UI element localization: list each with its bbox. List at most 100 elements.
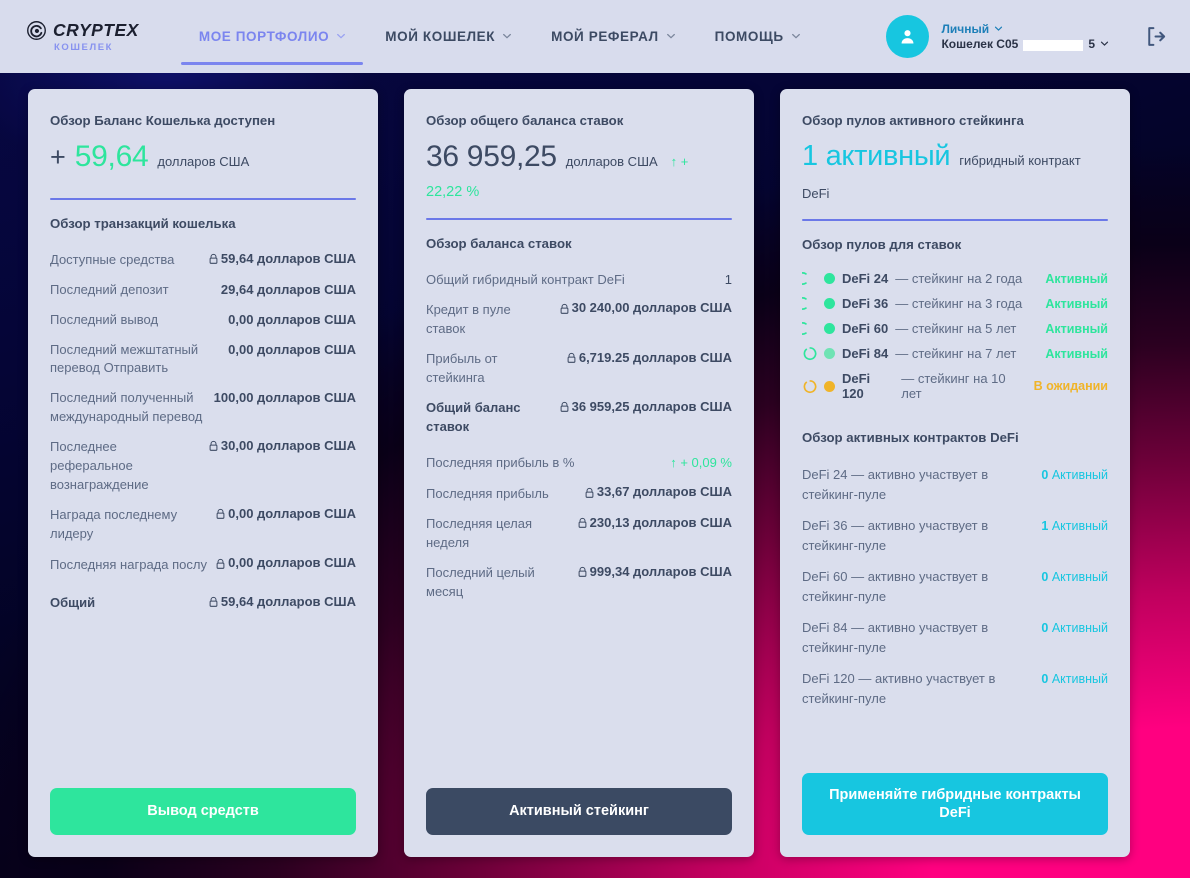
nav-item-portfolio[interactable]: МОЕ ПОРТФОЛИО	[179, 0, 365, 73]
nav-item-referral[interactable]: МОЙ РЕФЕРАЛ	[531, 0, 695, 73]
chevron-down-icon	[666, 31, 675, 40]
contract-count: 0	[1041, 468, 1049, 482]
withdraw-funds-button[interactable]: Вывод средств	[50, 788, 356, 835]
contract-state: Активный	[1051, 621, 1108, 635]
nav-item-help-label: ПОМОЩЬ	[714, 29, 784, 44]
row-label: Прибыль от стейкинга	[426, 351, 498, 385]
row-value: 0,00 долларов США	[215, 506, 356, 521]
staking-pools-list: DeFi 24 — стейкинг на 2 года Активный De…	[796, 266, 1108, 406]
list-item: DeFi 120 — активно участвует в стейкинг-…	[802, 663, 1108, 714]
contracts-section-title: Обзор активных контрактов DeFi	[802, 430, 1019, 445]
row-value: 6,719.25 долларов США	[566, 350, 732, 365]
status-dot-icon	[824, 323, 835, 334]
row-value: 1	[724, 271, 732, 287]
wallet-id-suffix: 5	[1088, 37, 1095, 51]
nav-item-wallet-label: МОЙ КОШЕЛЕК	[385, 29, 496, 44]
table-row: Последний межштатный перевод Отправить 0…	[50, 335, 356, 384]
wallet-selector[interactable]: Кошелек C05 5	[941, 37, 1109, 51]
list-item[interactable]: DeFi 84 — стейкинг на 7 лет Активный	[802, 341, 1108, 366]
table-row: Общий гибридный контракт DeFi 1	[426, 265, 732, 295]
contract-state: Активный	[1051, 570, 1108, 584]
nav-item-help[interactable]: ПОМОЩЬ	[695, 0, 820, 73]
row-value: 999,34 долларов США	[577, 564, 732, 579]
row-label: Последняя награда послу	[50, 556, 207, 572]
row-value: 29,64 долларов США	[220, 281, 356, 297]
row-label: Доступные средства	[50, 252, 175, 267]
row-value-text: 59,64 долларов США	[220, 593, 356, 609]
apply-defi-contracts-button[interactable]: Применяйте гибридные контракты DeFi	[802, 773, 1108, 835]
row-label: Последний депозит	[50, 281, 169, 297]
row-value-text: 36 959,25 долларов США	[571, 398, 732, 414]
pool-description: — стейкинг на 5 лет	[895, 321, 1017, 336]
user-account-area: Личный Кошелек C05 5	[886, 15, 1168, 58]
account-type-selector[interactable]: Личный	[941, 22, 1109, 36]
list-item[interactable]: DeFi 120 — стейкинг на 10 лет В ожидании	[802, 366, 1108, 406]
divider	[426, 218, 732, 220]
loading-spinner-icon	[796, 321, 817, 336]
contract-status: 0 Активный	[1041, 672, 1108, 686]
status-badge: Активный	[1045, 296, 1108, 311]
chevron-down-icon	[502, 31, 512, 40]
logout-icon	[1148, 27, 1166, 46]
table-row: Последняя награда послу 0,00 долларов СШ…	[50, 550, 356, 580]
status-badge: Активный	[1045, 346, 1108, 361]
main-nav: МОЕ ПОРТФОЛИО МОЙ КОШЕЛЕК МОЙ РЕФЕРАЛ ПО…	[179, 0, 820, 73]
hero-trend-arrow: ↑ +	[670, 154, 689, 169]
table-row: Последний целый месяц 999,34 долларов СШ…	[426, 558, 732, 607]
user-avatar-icon	[902, 30, 914, 44]
hero-percent-change: 22,22 %	[426, 184, 480, 200]
nav-item-wallet[interactable]: МОЙ КОШЕЛЕК	[365, 0, 531, 73]
status-dot-icon	[824, 380, 835, 392]
contract-label: DeFi 24 — активно участвует в стейкинг-п…	[802, 467, 989, 502]
redacted-wallet-id	[1023, 39, 1084, 51]
list-item[interactable]: DeFi 36 — стейкинг на 3 года Активный	[796, 291, 1108, 316]
loading-spinner-icon	[802, 379, 817, 394]
list-item[interactable]: DeFi 60 — стейкинг на 5 лет Активный	[796, 316, 1108, 341]
contract-status: 0 Активный	[1041, 621, 1108, 635]
hero-unit: долларов США	[157, 154, 250, 169]
hero-subtitle: DeFi	[802, 186, 830, 201]
list-item: DeFi 84 — активно участвует в стейкинг-п…	[802, 612, 1108, 663]
wallet-id-prefix: Кошелек C05	[941, 37, 1019, 51]
row-label: Общий баланс ставок	[426, 400, 521, 435]
avatar[interactable]	[886, 15, 930, 58]
table-row: Последнее реферальное вознаграждение 30,…	[50, 432, 356, 500]
section-title: Обзор баланса ставок	[426, 236, 572, 251]
brand-logo[interactable]: CRYPTEX КОШЕЛЕК	[26, 20, 139, 53]
contract-count: 0	[1041, 570, 1049, 584]
table-row: Последняя прибыль 33,67 долларов США	[426, 479, 732, 509]
row-value: 33,67 долларов США	[584, 484, 732, 499]
hero-unit: гибридный контракт	[959, 153, 1081, 168]
lock-icon	[559, 401, 570, 413]
card-title: Обзор общего баланса ставок	[426, 113, 624, 128]
active-staking-button[interactable]: Активный стейкинг	[426, 788, 732, 835]
card-staking-balance: Обзор общего баланса ставок 36 959,25 до…	[404, 89, 754, 857]
spacer	[426, 607, 732, 788]
divider	[50, 198, 356, 200]
lock-icon	[208, 253, 219, 265]
chevron-down-icon	[994, 24, 1003, 33]
row-value-text: 0,00 долларов США	[228, 505, 356, 521]
pool-name: DeFi 84	[842, 346, 889, 361]
user-meta: Личный Кошелек C05 5	[941, 22, 1109, 51]
table-row: Прибыль от стейкинга 6,719.25 долларов С…	[426, 344, 732, 393]
row-label: Последнее реферальное вознаграждение	[50, 439, 149, 493]
row-value: 59,64 долларов США	[208, 594, 356, 609]
staking-balance-list: Общий гибридный контракт DeFi 1 Кредит в…	[426, 265, 732, 607]
list-item[interactable]: DeFi 24 — стейкинг на 2 года Активный	[796, 266, 1108, 291]
wallet-transactions-list: Доступные средства 59,64 долларов США По…	[50, 245, 356, 619]
contract-count: 0	[1041, 672, 1049, 686]
brand-subtitle: КОШЕЛЕК	[54, 42, 114, 53]
nav-item-referral-label: МОЙ РЕФЕРАЛ	[551, 29, 659, 44]
contract-state: Активный	[1051, 519, 1108, 533]
row-label: Награда последнему лидеру	[50, 507, 178, 542]
lock-icon	[566, 352, 577, 364]
row-value-text: 30 240,00 долларов США	[571, 300, 732, 316]
hero-plus-sign: +	[50, 142, 66, 172]
hero-unit: долларов США	[565, 154, 658, 169]
row-label: Общий	[50, 595, 96, 611]
hero-value: 1 активный	[802, 140, 951, 172]
pool-description: — стейкинг на 2 года	[895, 271, 1023, 286]
logout-button[interactable]	[1143, 24, 1168, 49]
row-label: Последний вывод	[50, 311, 159, 327]
